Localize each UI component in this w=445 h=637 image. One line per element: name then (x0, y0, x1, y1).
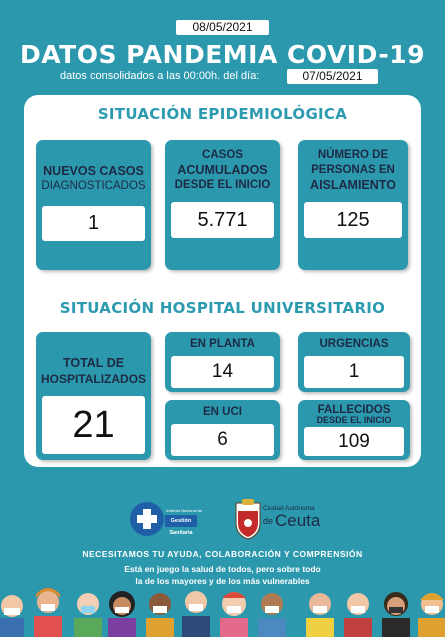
section-title-hospital: SITUACIÓN HOSPITAL UNIVERSITARIO (59, 299, 386, 317)
aislamiento-line1: NÚMERO DE (317, 149, 389, 161)
ceuta-main-text: Ceuta (275, 511, 321, 530)
urgencias-value: 1 (304, 356, 404, 388)
logos-bar: Instituto Nacional de Gestión Sanitaria … (0, 497, 445, 542)
nuevos-value: 1 (42, 206, 145, 241)
uci-value: 6 (171, 424, 274, 456)
person-8 (258, 593, 286, 637)
aislamiento-line3: AISLAMIENTO (310, 178, 396, 192)
total-value: 21 (42, 396, 145, 454)
card-en-uci: EN UCI 6 (165, 400, 280, 460)
aislamiento-line2: PERSONAS EN (311, 164, 395, 176)
person-6 (182, 591, 210, 637)
person-12 (418, 593, 445, 637)
people-illustration (0, 588, 445, 637)
person-7 (220, 592, 248, 637)
footer-line3: la de los mayores y de los más vulnerabl… (135, 576, 310, 586)
acumulados-line1: CASOS (202, 149, 243, 161)
planta-label: EN PLANTA (190, 338, 255, 350)
consolidated-date: 07/05/2021 (287, 69, 378, 84)
fallecidos-line1: FALLECIDOS (317, 404, 391, 416)
person-3 (74, 593, 102, 637)
person-11 (382, 592, 410, 637)
nuevos-line1: NUEVOS CASOS (43, 164, 144, 178)
card-nuevos-casos: NUEVOS CASOS DIAGNOSTICADOS 1 (36, 140, 151, 270)
aislamiento-value: 125 (304, 202, 402, 238)
report-date: 08/05/2021 (176, 20, 269, 35)
ingesa-main-text: Gestión Sanitaria (165, 515, 197, 536)
footer-message: Está en juego la salud de todos, pero so… (0, 563, 445, 587)
footer-line1: NECESITAMOS TU AYUDA, COLABORACIÓN Y COM… (82, 549, 363, 559)
footer-line2: Está en juego la salud de todos, pero so… (124, 564, 321, 574)
card-fallecidos: FALLECIDOS DESDE EL INICIO 109 (298, 400, 410, 460)
total-line1: TOTAL DE (62, 356, 125, 370)
person-9 (306, 593, 334, 637)
urgencias-label: URGENCIAS (319, 338, 389, 350)
ceuta-shield-icon (235, 499, 261, 540)
consolidated-label: datos consolidados a las 00:00h. del día… (60, 70, 260, 82)
acumulados-line2: ACUMULADOS (177, 163, 268, 177)
ceuta-de-text: de (263, 516, 274, 526)
person-1 (0, 595, 24, 637)
page-title: DATOS PANDEMIA COVID-19 (20, 40, 425, 69)
ingesa-small-text: Instituto Nacional de (166, 508, 203, 513)
card-total-hospitalizados: TOTAL DE HOSPITALIZADOS 21 (36, 332, 151, 460)
card-aislamiento: NÚMERO DE PERSONAS EN AISLAMIENTO 125 (298, 140, 408, 270)
card-casos-acumulados: CASOS ACUMULADOS DESDE EL INICIO 5.771 (165, 140, 280, 270)
person-2 (34, 588, 62, 637)
ingesa-logo (130, 502, 164, 536)
uci-label: EN UCI (203, 406, 242, 418)
acumulados-line3: DESDE EL INICIO (174, 179, 271, 191)
card-urgencias: URGENCIAS 1 (298, 332, 410, 392)
nuevos-line2: DIAGNOSTICADOS (41, 180, 146, 192)
card-en-planta: EN PLANTA 14 (165, 332, 280, 392)
fallecidos-value: 109 (304, 427, 404, 456)
person-5 (146, 593, 174, 637)
planta-value: 14 (171, 356, 274, 388)
fallecidos-line2: DESDE EL INICIO (316, 415, 392, 425)
section-title-epidemiologica: SITUACIÓN EPIDEMIOLÓGICA (97, 105, 348, 123)
acumulados-value: 5.771 (171, 202, 274, 238)
total-line2: HOSPITALIZADOS (40, 372, 147, 386)
person-4 (108, 591, 136, 637)
ceuta-small-text: Ciudad Autónoma (263, 505, 315, 512)
person-10 (344, 593, 372, 637)
